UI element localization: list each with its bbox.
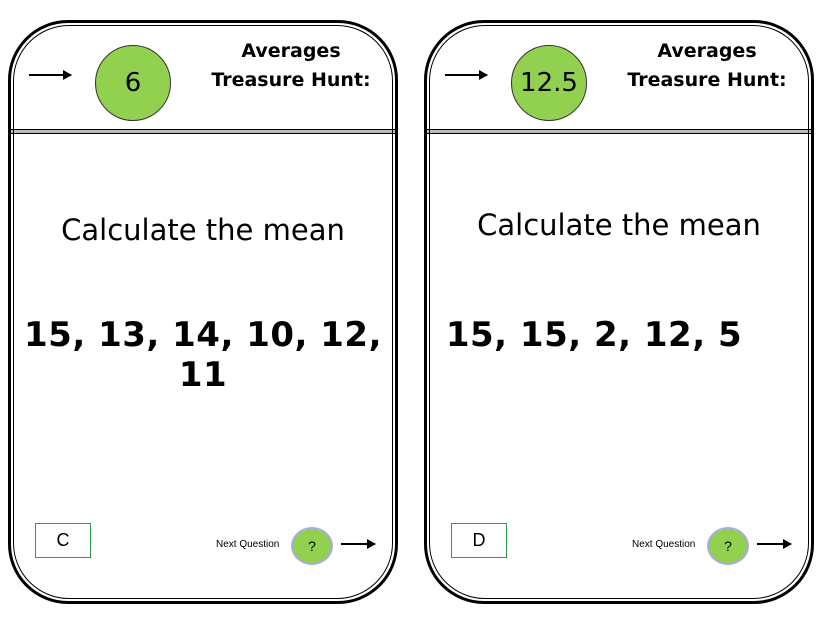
next-question-label: Next Question <box>216 539 280 550</box>
card-d: 12.5 Averages Treasure Hunt: Calculate th… <box>424 20 814 604</box>
card-title: Averages Treasure Hunt: <box>211 37 371 95</box>
title-line2: Treasure Hunt: <box>211 69 371 91</box>
card-title: Averages Treasure Hunt: <box>627 37 787 95</box>
arrow-right-icon <box>757 539 792 549</box>
arrow-right-icon <box>341 539 376 549</box>
arrow-right-icon <box>445 70 488 80</box>
question-numbers: 15, 13, 14, 10, 12, 11 <box>24 315 382 395</box>
previous-answer-circle: 6 <box>95 45 171 121</box>
question-mark-icon: ? <box>724 538 732 554</box>
question-mark-icon: ? <box>308 538 316 554</box>
card-c: 6 Averages Treasure Hunt: Calculate the m… <box>8 20 398 604</box>
previous-answer-circle: 12.5 <box>511 45 587 121</box>
next-question-label: Next Question <box>632 539 696 550</box>
arrow-right-icon <box>29 70 72 80</box>
card-code: D <box>451 523 507 558</box>
question-prompt: Calculate the mean <box>61 213 345 247</box>
question-numbers: 15, 15, 2, 12, 5 <box>445 315 743 355</box>
next-question-button[interactable]: ? <box>707 527 749 565</box>
question-prompt: Calculate the mean <box>477 208 761 242</box>
previous-answer: 6 <box>124 68 142 98</box>
next-question-button[interactable]: ? <box>291 527 333 565</box>
card-code: C <box>35 523 91 558</box>
previous-answer: 12.5 <box>520 68 578 98</box>
title-line1: Averages <box>657 40 757 62</box>
title-line1: Averages <box>241 40 341 62</box>
header-divider <box>11 129 395 134</box>
title-line2: Treasure Hunt: <box>627 69 787 91</box>
header-divider <box>427 129 811 134</box>
